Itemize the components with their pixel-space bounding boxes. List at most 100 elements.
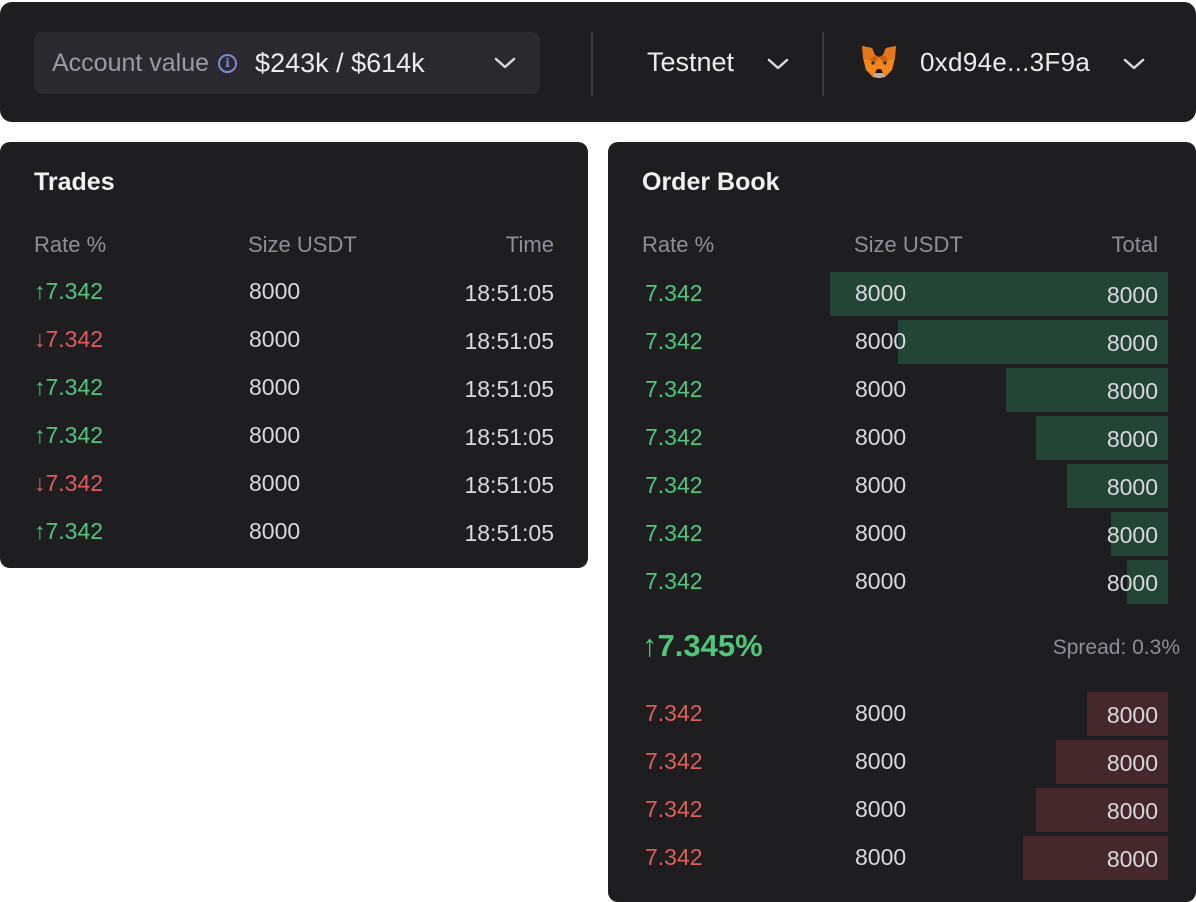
book-total: 8000 xyxy=(1106,522,1158,548)
mid-price: ↑7.345% xyxy=(642,628,763,664)
column-header-time: Time xyxy=(505,232,554,257)
ask-depth-bar xyxy=(1087,692,1168,736)
trade-time: 18:51:05 xyxy=(464,376,554,402)
arrow-up-icon: ↑ xyxy=(34,278,46,304)
bid-depth-bar xyxy=(1067,464,1168,508)
trade-size: 8000 xyxy=(249,278,301,304)
column-header-rate: Rate % xyxy=(34,232,107,257)
table-row[interactable]: ↑7.342 8000 18:51:05 xyxy=(0,374,588,418)
trade-size: 8000 xyxy=(249,518,301,544)
book-size: 8000 xyxy=(855,748,907,774)
book-rate: 7.342 xyxy=(645,328,703,354)
column-header-rate: Rate % xyxy=(642,232,715,257)
table-row[interactable]: ↓7.342 8000 18:51:05 xyxy=(0,326,588,370)
bid-row[interactable]: 7.342 8000 8000 xyxy=(608,368,1196,412)
book-size: 8000 xyxy=(855,844,907,870)
bid-depth-bar xyxy=(1036,416,1168,460)
bid-depth-bar xyxy=(1006,368,1168,412)
book-size: 8000 xyxy=(855,424,907,450)
book-total: 8000 xyxy=(1106,702,1158,728)
info-icon[interactable]: i xyxy=(218,53,238,73)
trade-time: 18:51:05 xyxy=(464,280,554,306)
trade-size: 8000 xyxy=(249,326,301,352)
book-size: 8000 xyxy=(855,472,907,498)
trade-rate: ↑7.342 xyxy=(34,374,103,401)
trade-size: 8000 xyxy=(249,470,301,496)
book-rate: 7.342 xyxy=(645,376,703,402)
book-total: 8000 xyxy=(1106,282,1158,308)
trade-rate-value: 7.342 xyxy=(45,470,104,496)
account-value-dropdown[interactable]: Account value i $243k / $614k xyxy=(34,32,540,94)
metamask-fox-icon xyxy=(860,44,898,85)
book-size: 8000 xyxy=(855,328,907,354)
trade-rate-value: 7.342 xyxy=(45,374,104,400)
trade-rate-value: 7.342 xyxy=(45,326,104,352)
book-size: 8000 xyxy=(855,700,907,726)
chevron-down-icon[interactable] xyxy=(767,57,789,71)
book-total: 8000 xyxy=(1106,378,1158,404)
chevron-down-icon[interactable] xyxy=(1123,57,1145,71)
bid-row[interactable]: 7.342 8000 8000 xyxy=(608,512,1196,556)
divider xyxy=(591,32,593,96)
trade-rate: ↓7.342 xyxy=(34,326,103,353)
arrow-up-icon: ↑ xyxy=(34,374,46,400)
book-total: 8000 xyxy=(1106,330,1158,356)
trade-rate-value: 7.342 xyxy=(45,518,104,544)
trade-time: 18:51:05 xyxy=(464,424,554,450)
trade-rate-value: 7.342 xyxy=(45,278,104,304)
network-label: Testnet xyxy=(647,47,735,77)
trade-size: 8000 xyxy=(249,422,301,448)
arrow-down-icon: ↓ xyxy=(34,326,46,352)
bid-depth-bar xyxy=(830,272,1168,316)
bid-row[interactable]: 7.342 8000 8000 xyxy=(608,464,1196,508)
book-size: 8000 xyxy=(855,568,907,594)
book-size: 8000 xyxy=(855,796,907,822)
book-total: 8000 xyxy=(1106,750,1158,776)
trade-rate: ↑7.342 xyxy=(34,422,103,449)
trade-rate: ↓7.342 xyxy=(34,470,103,497)
bid-row[interactable]: 7.342 8000 8000 xyxy=(608,320,1196,364)
book-total: 8000 xyxy=(1106,798,1158,824)
spread-label: Spread: 0.3% xyxy=(1052,636,1180,659)
bid-depth-bar xyxy=(898,320,1168,364)
table-row[interactable]: ↓7.342 8000 18:51:05 xyxy=(0,470,588,514)
ask-row[interactable]: 7.342 8000 8000 xyxy=(608,788,1196,832)
arrow-up-icon: ↑ xyxy=(34,518,46,544)
ask-row[interactable]: 7.342 8000 8000 xyxy=(608,740,1196,784)
column-header-size: Size USDT xyxy=(854,232,963,257)
account-value: $243k / $614k xyxy=(255,47,425,78)
arrow-up-icon: ↑ xyxy=(34,422,46,448)
book-total: 8000 xyxy=(1106,570,1158,596)
ask-row[interactable]: 7.342 8000 8000 xyxy=(608,692,1196,736)
bid-row[interactable]: 7.342 8000 8000 xyxy=(608,560,1196,604)
chevron-down-icon[interactable] xyxy=(494,56,516,70)
bid-row[interactable]: 7.342 8000 8000 xyxy=(608,272,1196,316)
book-rate: 7.342 xyxy=(645,796,703,822)
book-total: 8000 xyxy=(1106,474,1158,500)
bid-row[interactable]: 7.342 8000 8000 xyxy=(608,416,1196,460)
order-book-title: Order Book xyxy=(642,168,780,196)
table-row[interactable]: ↑7.342 8000 18:51:05 xyxy=(0,422,588,466)
book-rate: 7.342 xyxy=(645,472,703,498)
trade-size: 8000 xyxy=(249,374,301,400)
book-rate: 7.342 xyxy=(645,424,703,450)
table-row[interactable]: ↑7.342 8000 18:51:05 xyxy=(0,278,588,322)
table-row[interactable]: ↑7.342 8000 18:51:05 xyxy=(0,518,588,562)
book-rate: 7.342 xyxy=(645,748,703,774)
account-value-label: Account value xyxy=(52,48,210,77)
book-total: 8000 xyxy=(1106,846,1158,872)
trades-panel: Trades Rate % Size USDT Time ↑7.342 8000 1… xyxy=(0,142,588,568)
book-rate: 7.342 xyxy=(645,568,703,594)
arrow-down-icon: ↓ xyxy=(34,470,46,496)
trade-rate: ↑7.342 xyxy=(34,278,103,305)
ask-row[interactable]: 7.342 8000 8000 xyxy=(608,836,1196,880)
wallet-address: 0xd94e...3F9a xyxy=(920,47,1091,77)
book-rate: 7.342 xyxy=(645,844,703,870)
trade-time: 18:51:05 xyxy=(464,328,554,354)
ask-depth-bar xyxy=(1036,788,1168,832)
book-size: 8000 xyxy=(855,520,907,546)
divider xyxy=(822,32,824,96)
bid-depth-bar xyxy=(1111,512,1168,556)
book-size: 8000 xyxy=(855,280,907,306)
book-size: 8000 xyxy=(855,376,907,402)
